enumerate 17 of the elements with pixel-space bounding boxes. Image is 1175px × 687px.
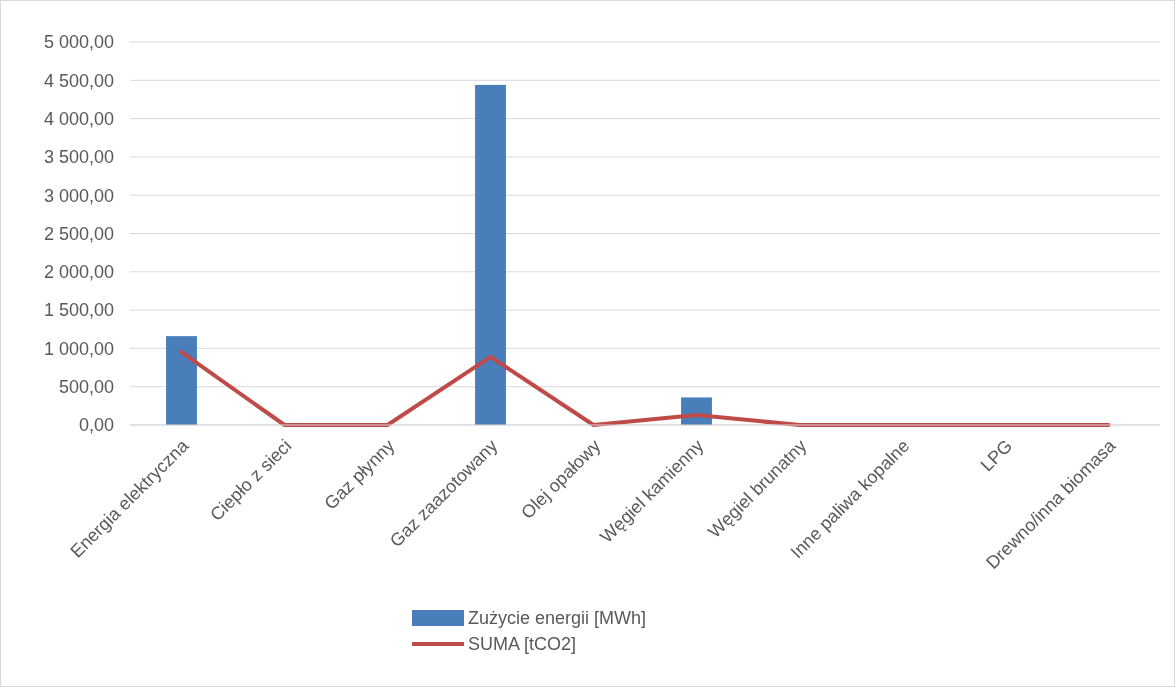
legend-label: Zużycie energii [MWh] (468, 608, 647, 629)
line-series (179, 350, 1111, 427)
bar (166, 336, 197, 425)
legend-label: SUMA [tCO2] (468, 634, 577, 655)
y-tick-label: 4 000,00 (43, 108, 114, 129)
y-tick-label: 1 000,00 (43, 338, 114, 359)
y-tick-label: 2 000,00 (43, 262, 114, 283)
bar (475, 84, 506, 425)
y-tick-label: 3 000,00 (43, 185, 114, 206)
y-tick-label: 0,00 (78, 415, 114, 436)
y-tick-label: 1 500,00 (43, 300, 114, 321)
y-tick-label: 2 500,00 (43, 223, 114, 244)
y-tick-label: 5 000,00 (43, 32, 114, 53)
y-tick-label: 4 500,00 (43, 70, 114, 91)
y-tick-label: 500,00 (58, 377, 114, 397)
y-tick-label: 3 500,00 (43, 147, 114, 168)
x-tick-label: LPG (976, 435, 1017, 476)
